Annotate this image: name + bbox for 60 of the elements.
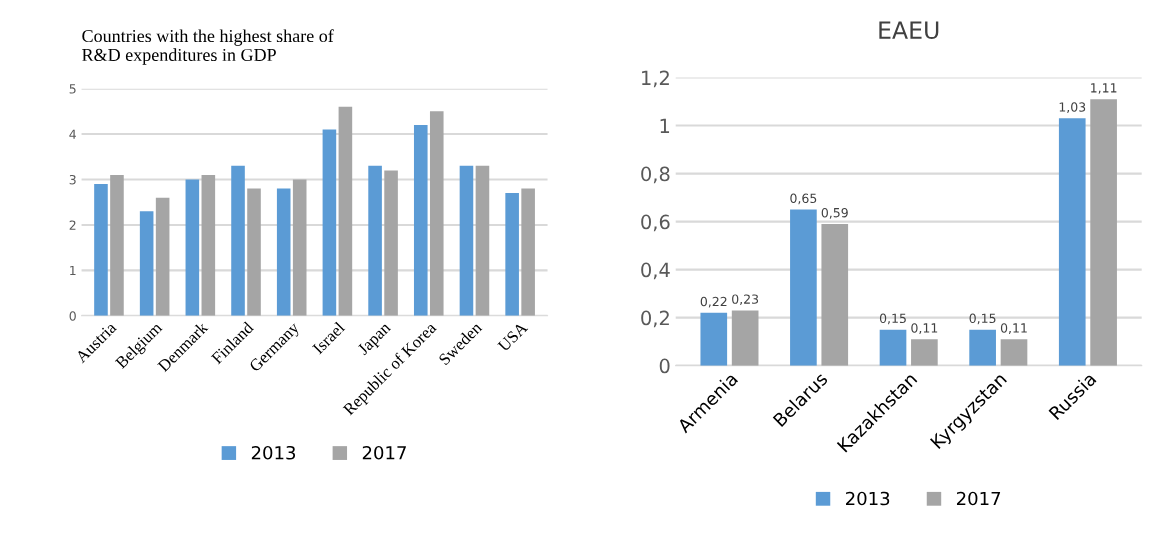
bar [879,329,907,366]
bar [94,184,108,316]
legend-label: 2017 [956,491,1001,506]
bar [1000,339,1028,366]
y-tick-label: 1 [660,118,670,133]
bar [821,224,849,366]
bar [384,170,398,316]
bar [292,179,307,316]
bar [155,197,170,316]
data-label: 0,22 [700,296,727,308]
legend-label: 2013 [251,445,296,460]
data-label: 0,23 [732,294,759,306]
bar [413,124,428,316]
y-tick-label: 0,6 [641,214,670,232]
data-label: 0,15 [969,313,996,325]
bar [475,165,490,316]
bar [700,312,728,366]
y-tick-label: 4 [69,129,76,139]
data-label: 0,65 [790,193,817,205]
bar [368,165,382,316]
data-label: 1,11 [1091,83,1117,94]
bar [185,179,200,316]
bar [521,188,535,316]
bar [1058,118,1086,366]
data-label: 0,11 [1000,323,1027,334]
chart-title: EAEU [879,21,939,40]
bar [1090,99,1117,366]
data-label: 0,11 [911,323,938,334]
bar [201,174,216,316]
bar [790,209,817,366]
bar [969,329,996,366]
bar [911,339,938,366]
y-tick-label: 2 [69,220,76,230]
bar [276,188,291,316]
y-tick-label: 0 [659,358,670,374]
bar [731,310,759,366]
bar [139,211,154,316]
bar [505,193,519,316]
bar [322,129,337,316]
y-tick-label: 3 [69,174,76,185]
y-tick-label: 1,2 [642,70,669,88]
data-label: 1,03 [1059,102,1086,114]
bar [338,106,353,316]
legend-label: 2017 [362,445,406,460]
data-label: 0,15 [879,313,906,325]
bar [231,165,245,316]
y-tick-label: 0,8 [641,166,670,184]
y-tick-label: 0,4 [641,262,670,280]
y-tick-label: 5 [69,84,76,94]
bar [110,174,124,316]
bar [429,111,444,316]
x-tick-label: USA [497,321,529,353]
y-tick-label: 0,2 [641,310,669,328]
y-tick-label: 0 [69,311,76,321]
bar [459,165,474,316]
chart-title: Countries with the highest share of R&D expenditures in GDP [82,29,334,65]
legend-label: 2013 [846,491,890,506]
y-tick-label: 1 [70,265,76,276]
bar [247,188,261,316]
data-label: 0,59 [821,207,848,219]
